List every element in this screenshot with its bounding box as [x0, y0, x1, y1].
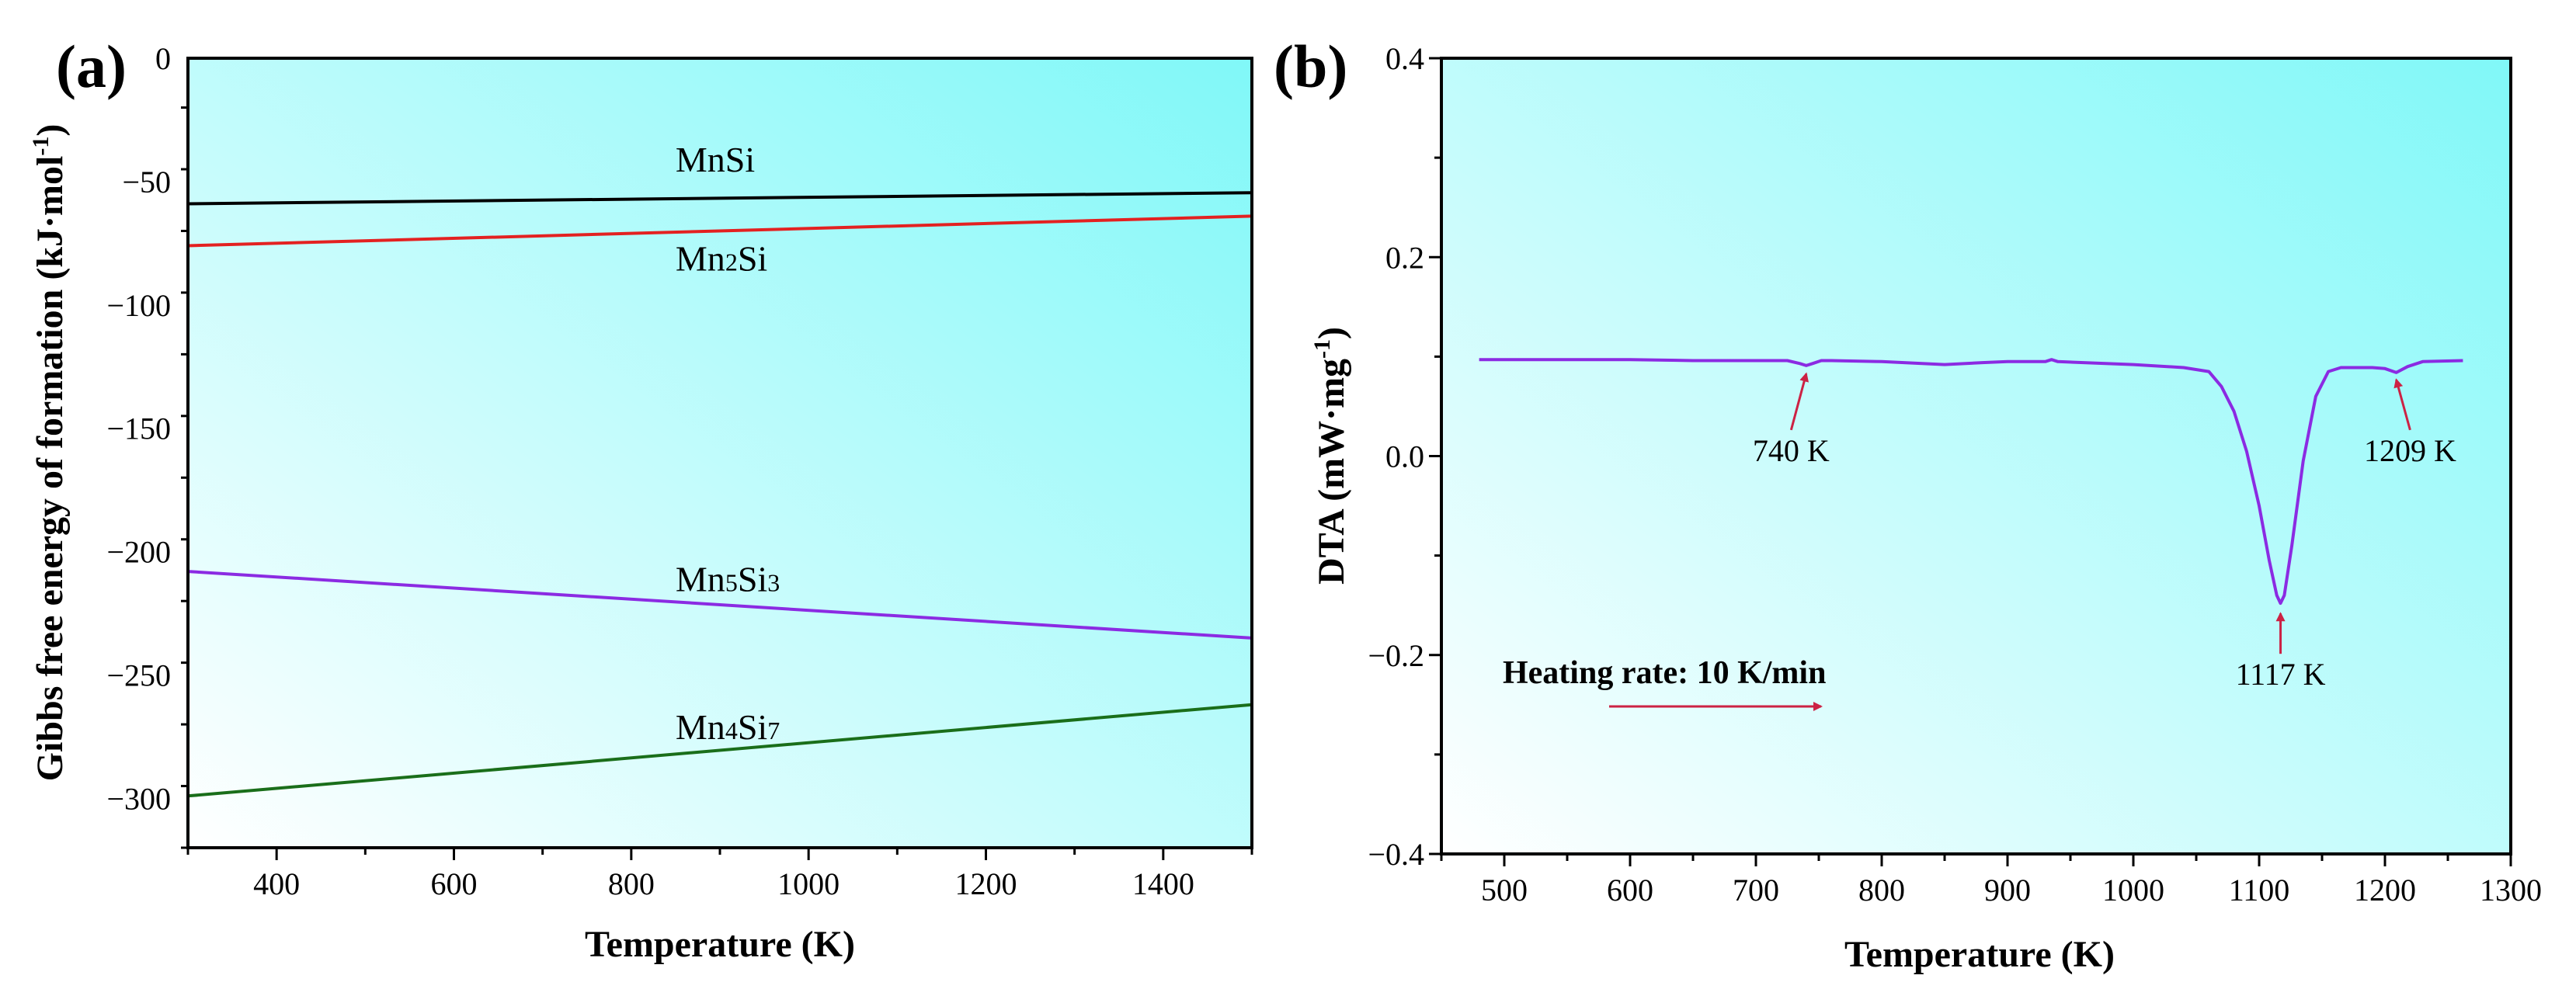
- panel-a-y-axis-title: Gibbs free energy of formation (kJ·mol-1…: [28, 124, 71, 782]
- series-label-text: Si: [738, 238, 767, 278]
- panel-b-plot-background: [1441, 58, 2511, 854]
- series-label-subscript: 2: [725, 248, 738, 276]
- panel-b-y-axis-title-close: ): [1311, 327, 1352, 339]
- y-tick-label-300: −300: [106, 781, 171, 816]
- panel-a-label: (a): [56, 33, 127, 100]
- x-tick-label-500: 500: [1481, 873, 1528, 908]
- panel-a-y-ticks: 0 −50 −100 −150 −200 −250 −300: [106, 41, 188, 849]
- heating-rate-label: Heating rate: 10 K/min: [1503, 655, 1826, 691]
- x-tick-label-800: 800: [1858, 873, 1905, 908]
- x-tick-label-1100: 1100: [2229, 873, 2290, 908]
- x-tick-label-1000: 1000: [777, 866, 840, 901]
- series-label-mn2si: Mn2Si: [676, 238, 767, 278]
- panel-b-y-axis-title-main: DTA (mW·mg: [1311, 359, 1352, 585]
- panel-b-y-axis-title: DTA (mW·mg-1): [1309, 327, 1352, 585]
- panel-b-y-axis-title-sup: -1: [1309, 339, 1335, 359]
- x-tick-label-1400: 1400: [1132, 866, 1194, 901]
- y-tick-label-0: 0: [155, 41, 171, 76]
- x-tick-label-1300: 1300: [2480, 873, 2542, 908]
- annotation-arrow-740-k: [1789, 372, 1809, 431]
- y-tick-label-0-4: −0.4: [1368, 837, 1424, 872]
- y-tick-label-50: −50: [122, 165, 171, 200]
- x-tick-label-1200: 1200: [955, 866, 1017, 901]
- series-label-mn4si7: Mn4Si7: [676, 707, 780, 747]
- series-label-subscript: 7: [767, 717, 780, 744]
- series-label-text: Si: [738, 707, 767, 747]
- panel-b-label: (b): [1274, 33, 1347, 100]
- panel-b-annotations: 740 K 1117 K 1209 K: [1753, 372, 2456, 692]
- y-tick-label-250: −250: [106, 658, 171, 693]
- chart-panel-b: (b) 500 600 700 800 900 1000 1100 1200 1300 0.40…: [1274, 33, 2542, 975]
- y-tick-label-150: −150: [106, 411, 171, 446]
- x-tick-label-600: 600: [431, 866, 478, 901]
- series-line-mn2si: [187, 214, 1253, 248]
- series-label-text: Si: [738, 559, 767, 599]
- series-label-subscript: 3: [767, 568, 780, 596]
- series-line-mn4si7: [187, 703, 1253, 798]
- y-tick-label-0-2: −0.2: [1368, 638, 1424, 673]
- annotation-arrow-1209-k: [2393, 378, 2411, 431]
- series-label-mnsi: MnSi: [676, 140, 755, 179]
- panel-a-plot-background: [188, 58, 1252, 848]
- y-tick-label-0-2: 0.2: [1385, 240, 1424, 275]
- annotation-label-1209-k: 1209 K: [2364, 433, 2456, 468]
- panel-b-x-ticks: 500 600 700 800 900 1000 1100 1200 1300: [1440, 854, 2542, 908]
- panel-a-y-axis-title-main: Gibbs free energy of formation (kJ·mol: [30, 156, 71, 782]
- panel-a-y-axis-title-close: ): [30, 124, 71, 137]
- annotation-label-1117-k: 1117 K: [2236, 657, 2326, 692]
- y-tick-label-200: −200: [106, 535, 171, 570]
- series-line-mn5si3: [187, 570, 1253, 640]
- panel-a-series-group: [187, 191, 1253, 798]
- x-tick-label-700: 700: [1733, 873, 1779, 908]
- panel-b-y-ticks: 0.4 0.2 0.0 −0.2 −0.4: [1368, 41, 1441, 872]
- series-line-mnsi: [187, 191, 1253, 206]
- chart-panel-a: (a) 400 600 800 1000 1200 1400 0 −50 −100 −150 −2…: [28, 33, 1253, 965]
- x-tick-label-600: 600: [1607, 873, 1653, 908]
- panel-b-x-axis-title: Temperature (K): [1844, 934, 2115, 975]
- panel-a-y-axis-title-sup: -1: [28, 137, 54, 156]
- panel-b-series-group: [1479, 358, 2463, 606]
- x-tick-label-800: 800: [608, 866, 655, 901]
- x-tick-label-1200: 1200: [2354, 873, 2416, 908]
- x-tick-label-900: 900: [1984, 873, 2031, 908]
- series-line-dta: [1479, 358, 2463, 606]
- x-tick-label-400: 400: [253, 866, 300, 901]
- annotation-label-740-k: 740 K: [1753, 433, 1830, 468]
- series-label-mn5si3: Mn5Si3: [676, 559, 780, 599]
- x-tick-label-1000: 1000: [2102, 873, 2164, 908]
- series-label-text: MnSi: [676, 140, 755, 179]
- y-tick-label-0-0: 0.0: [1385, 439, 1424, 474]
- series-label-text: Mn: [676, 559, 725, 599]
- y-tick-label-0-4: 0.4: [1385, 41, 1424, 76]
- series-label-text: Mn: [676, 238, 725, 278]
- panel-a-x-ticks: 400 600 800 1000 1200 1400: [186, 848, 1253, 901]
- y-tick-label-100: −100: [106, 288, 171, 323]
- series-label-subscript: 5: [725, 568, 738, 596]
- series-label-subscript: 4: [725, 717, 738, 744]
- panel-a-x-axis-title: Temperature (K): [585, 924, 855, 965]
- series-label-text: Mn: [676, 707, 725, 747]
